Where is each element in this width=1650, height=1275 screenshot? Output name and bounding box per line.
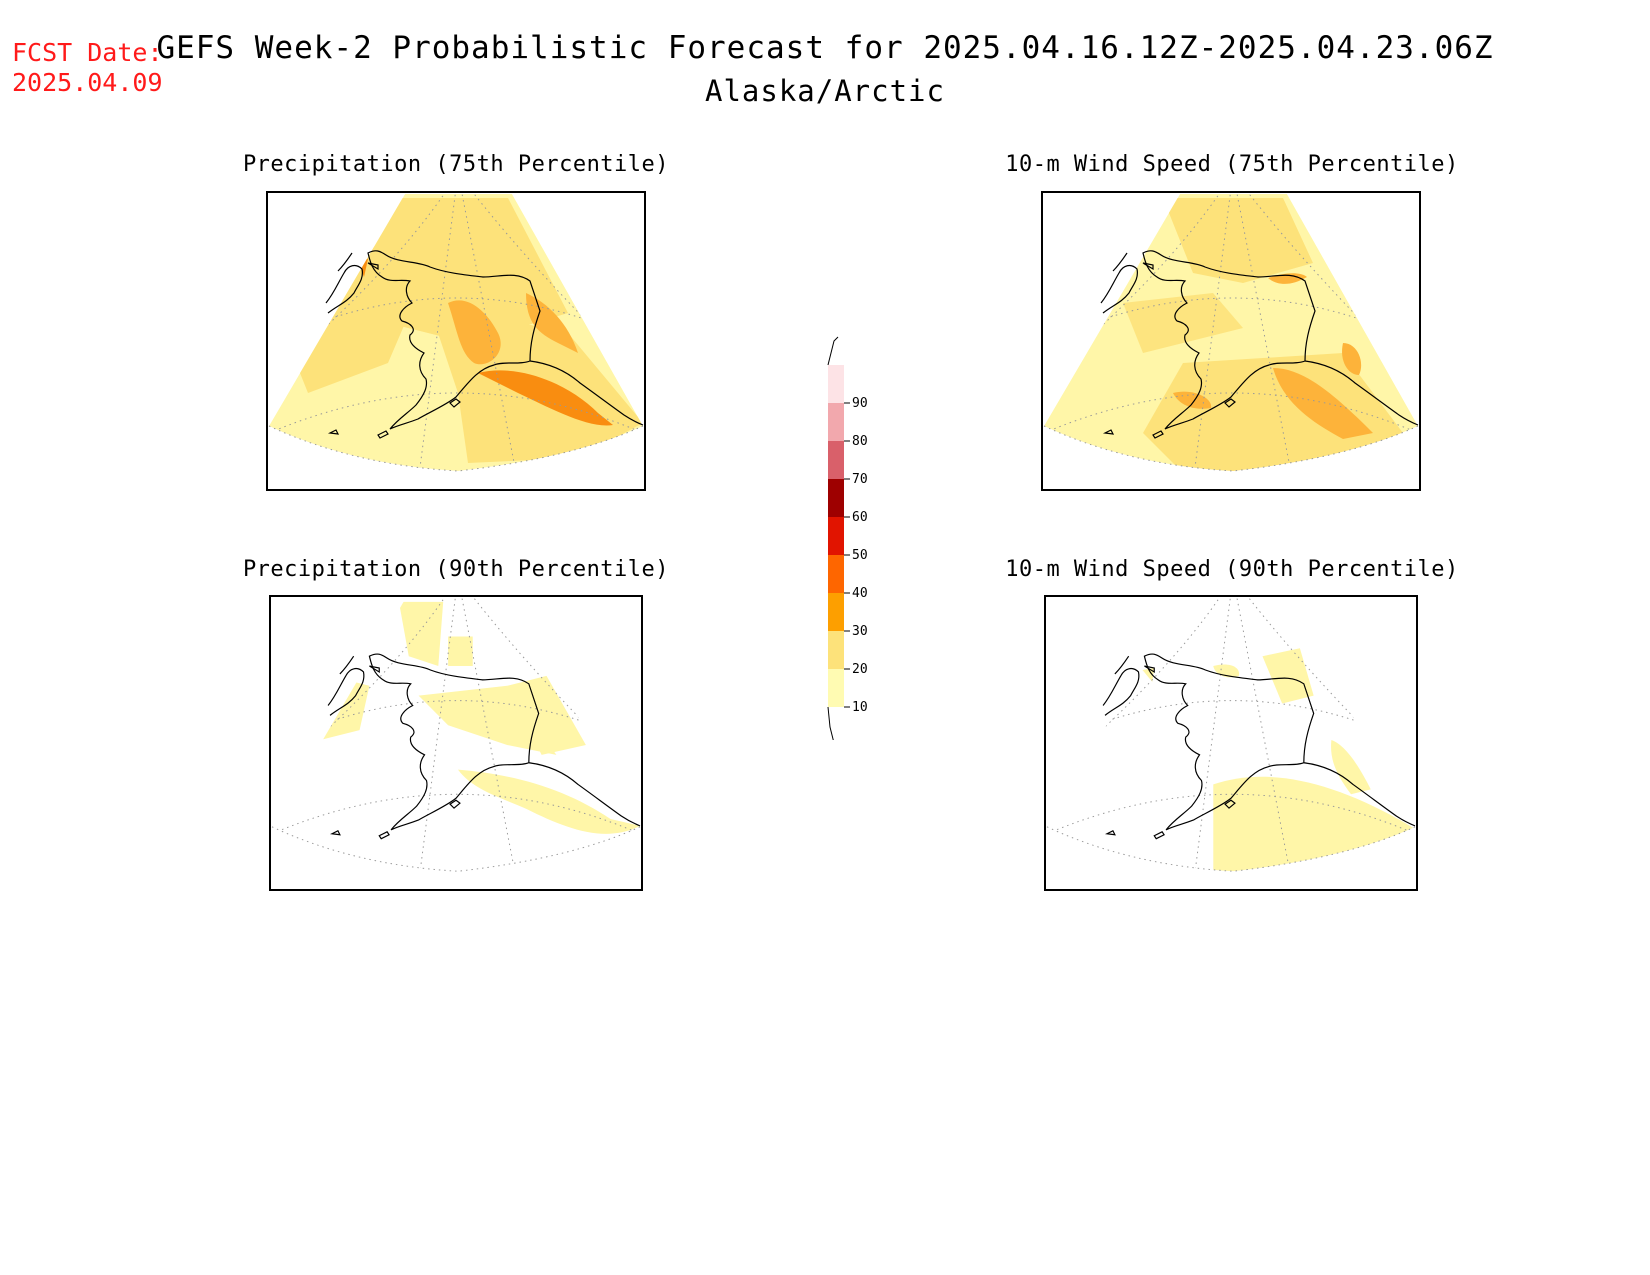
panel-title-precip-75: Precipitation (75th Percentile) — [242, 152, 670, 177]
legend-tick-label: 50 — [852, 548, 868, 563]
legend-tick-label: 30 — [852, 624, 868, 639]
panel-title-precip-90: Precipitation (90th Percentile) — [242, 557, 670, 582]
legend-tick-label: 60 — [852, 510, 868, 525]
forecast-date-value: 2025.04.09 — [12, 68, 163, 97]
color-legend: 10 20 30 40 50 60 70 80 90 — [820, 330, 900, 744]
legend-tick-label: 10 — [852, 700, 868, 715]
forecast-date-label: FCST Date: — [12, 38, 163, 67]
map-precip-90 — [269, 595, 643, 891]
main-title: GEFS Week-2 Probabilistic Forecast for 2… — [156, 30, 1494, 66]
panel-title-wind-75: 10-m Wind Speed (75th Percentile) — [1005, 152, 1459, 177]
legend-tick-label: 90 — [852, 396, 868, 411]
map-wind-75 — [1041, 191, 1421, 491]
forecast-date-block: FCST Date: 2025.04.09 — [12, 38, 163, 98]
legend-tick-label: 70 — [852, 472, 868, 487]
legend-tick-label: 80 — [852, 434, 868, 449]
legend-tick-label: 40 — [852, 586, 868, 601]
map-precip-75 — [266, 191, 646, 491]
map-wind-90 — [1044, 595, 1418, 891]
legend-tick-label: 20 — [852, 662, 868, 677]
panel-title-wind-90: 10-m Wind Speed (90th Percentile) — [1005, 557, 1459, 582]
region-subtitle: Alaska/Arctic — [705, 74, 945, 108]
